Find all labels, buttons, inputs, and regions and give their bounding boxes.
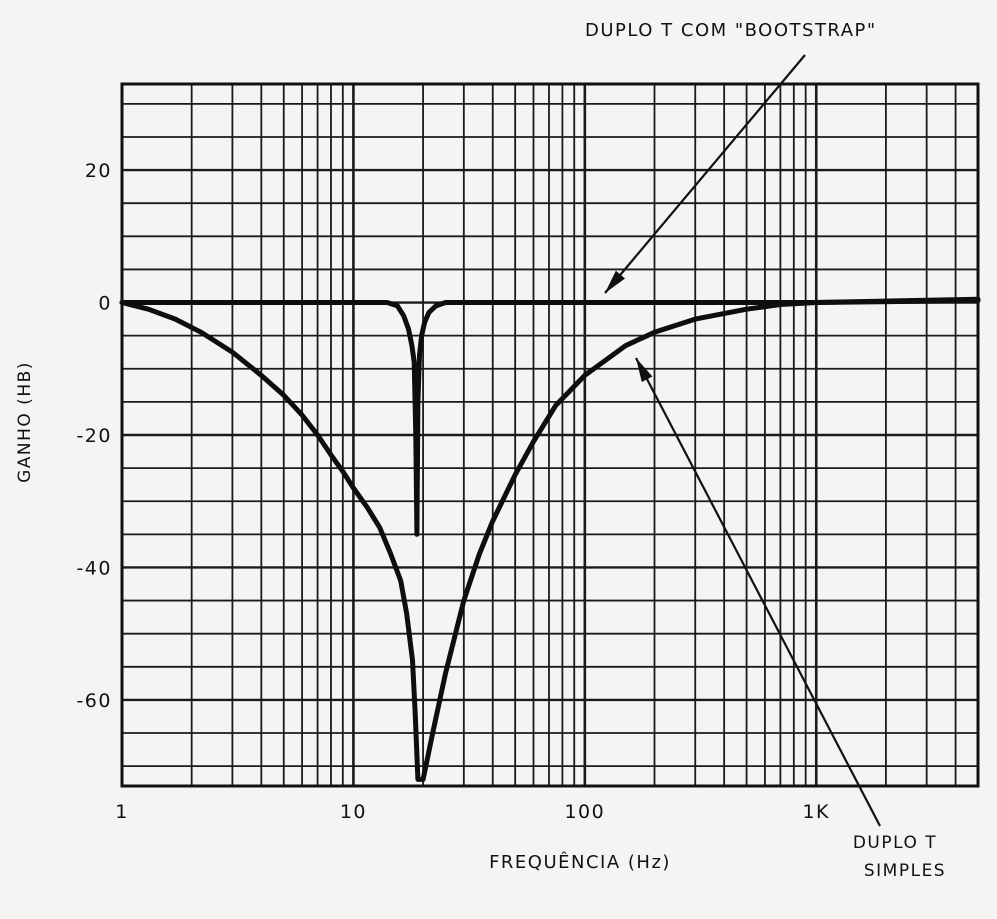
series-line-simples (119, 296, 981, 782)
y-tick-label: -20 (76, 425, 112, 447)
legend-label-bootstrap: DUPLO T COM "BOOTSTRAP" (585, 20, 877, 41)
y-tick-label: 0 (98, 293, 112, 315)
curves (119, 296, 981, 782)
pointer-simples-head (636, 358, 653, 383)
pointer-bootstrap (604, 54, 806, 294)
pointer-bootstrap-head (605, 270, 626, 293)
y-tick-label: 20 (85, 160, 112, 182)
tick-labels: 1 10 100 1K 20 0 -20 -40 -60 (76, 160, 830, 823)
y-tick-label: -40 (76, 557, 112, 579)
annotation-arrows (604, 54, 881, 827)
y-tick-label: -60 (76, 690, 112, 712)
x-tick-label: 1 (115, 801, 129, 823)
legend-label-simples-line2: SIMPLES (864, 861, 946, 881)
pointer-simples (635, 357, 881, 827)
x-tick-label: 10 (340, 801, 367, 823)
y-axis-label: GANHO (HB) (15, 361, 35, 483)
plot-grid (120, 82, 980, 788)
series-line-bootstrap (119, 298, 981, 537)
x-tick-label: 100 (564, 801, 605, 823)
legend-label-simples-line1: DUPLO T (853, 833, 937, 853)
x-axis-label: FREQUÊNCIA (Hz) (489, 851, 671, 873)
plot-frame (120, 82, 980, 788)
x-tick-label: 1K (802, 801, 830, 823)
